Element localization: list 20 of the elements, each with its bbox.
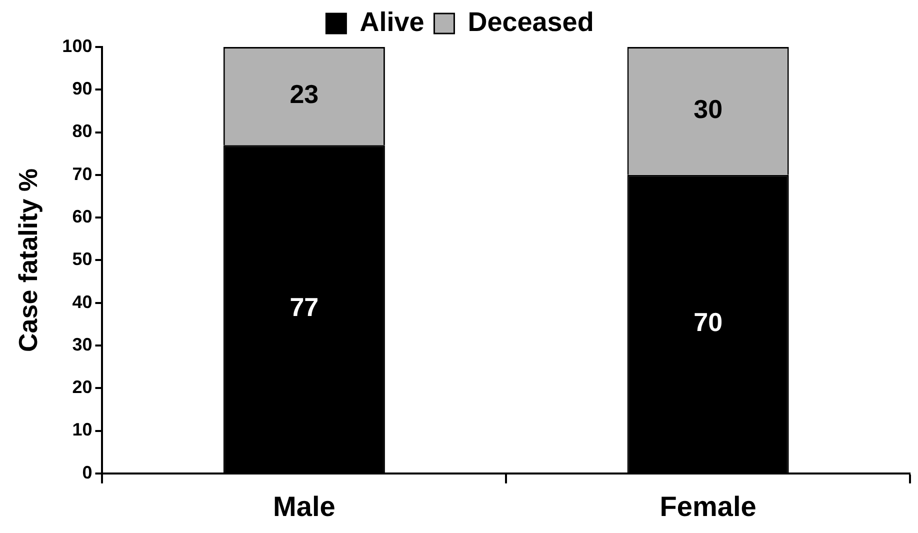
data-label: 30: [694, 94, 723, 124]
data-label: 70: [694, 307, 723, 338]
y-axis-title: Case fatality %: [12, 168, 43, 352]
legend-label: Deceased: [468, 6, 594, 37]
y-tick-label: 70: [72, 164, 92, 184]
y-tick-label: 0: [82, 462, 92, 482]
x-tick-label: Female: [660, 490, 756, 522]
y-tick-label: 80: [72, 121, 92, 142]
y-tick-label: 40: [72, 292, 92, 312]
legend-label: Alive: [360, 6, 424, 37]
y-tick-label: 10: [72, 420, 92, 440]
data-label: 23: [290, 79, 319, 110]
y-tick-label: 30: [72, 334, 92, 354]
y-tick-label: 60: [72, 206, 92, 227]
y-tick-label: 90: [72, 78, 92, 99]
x-tick-label: Male: [273, 490, 336, 522]
y-tick-label: 100: [62, 36, 92, 56]
y-tick-label: 20: [72, 377, 92, 398]
y-tick-label: 50: [72, 249, 92, 270]
data-label: 77: [290, 292, 319, 322]
